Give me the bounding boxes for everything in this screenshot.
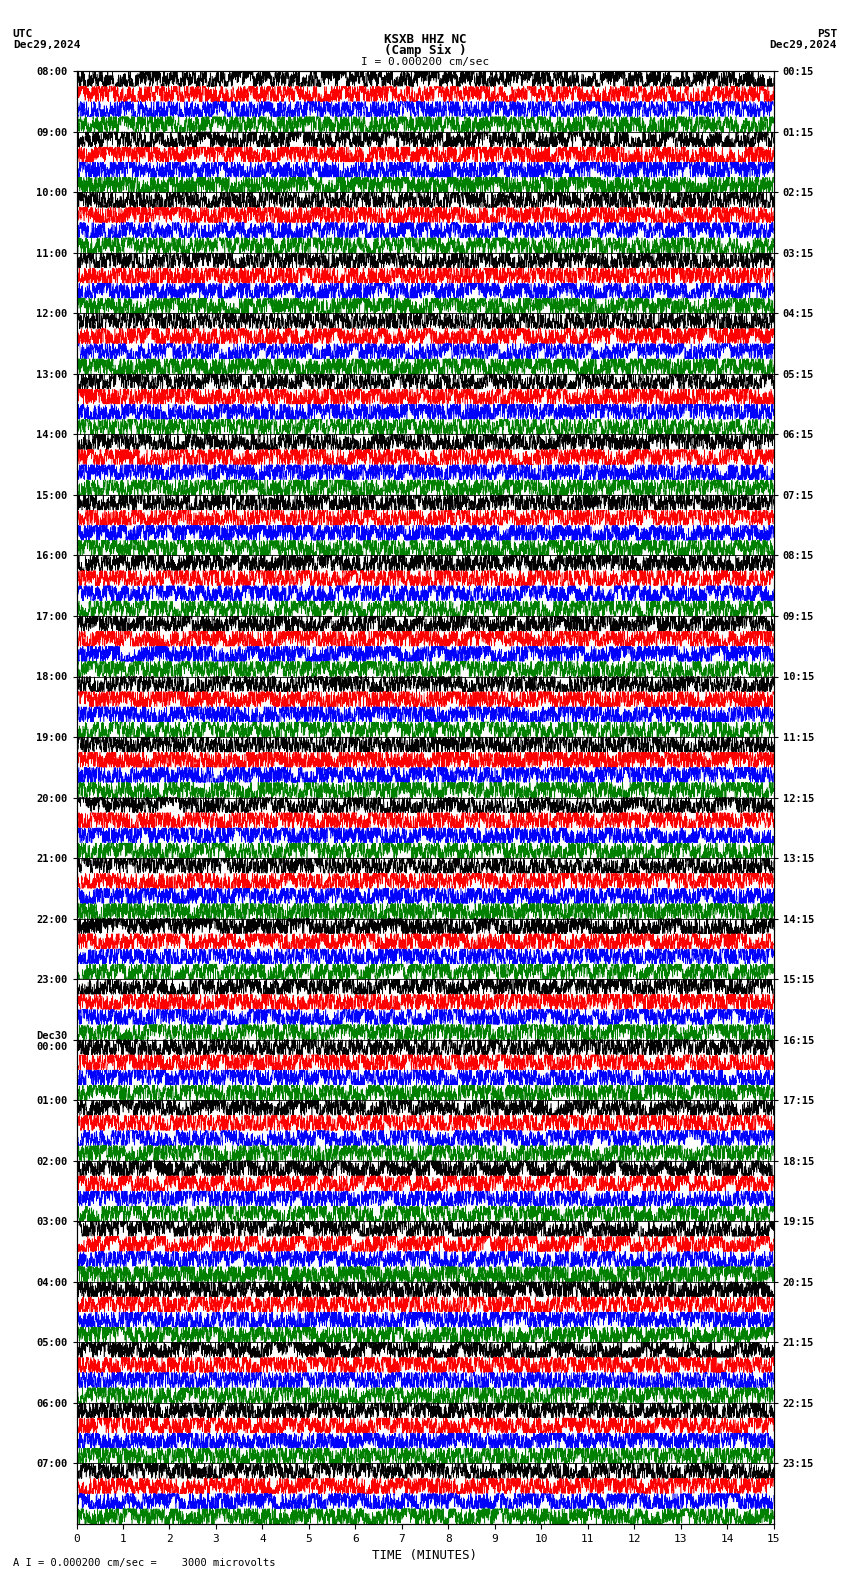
- Text: I = 0.000200 cm/sec: I = 0.000200 cm/sec: [361, 57, 489, 67]
- Text: UTC: UTC: [13, 29, 33, 38]
- Text: Dec29,2024: Dec29,2024: [770, 40, 837, 49]
- Text: KSXB HHZ NC: KSXB HHZ NC: [383, 33, 467, 46]
- Text: A I = 0.000200 cm/sec =    3000 microvolts: A I = 0.000200 cm/sec = 3000 microvolts: [13, 1559, 275, 1568]
- Text: (Camp Six ): (Camp Six ): [383, 44, 467, 57]
- Text: PST: PST: [817, 29, 837, 38]
- Text: Dec29,2024: Dec29,2024: [13, 40, 80, 49]
- X-axis label: TIME (MINUTES): TIME (MINUTES): [372, 1549, 478, 1562]
